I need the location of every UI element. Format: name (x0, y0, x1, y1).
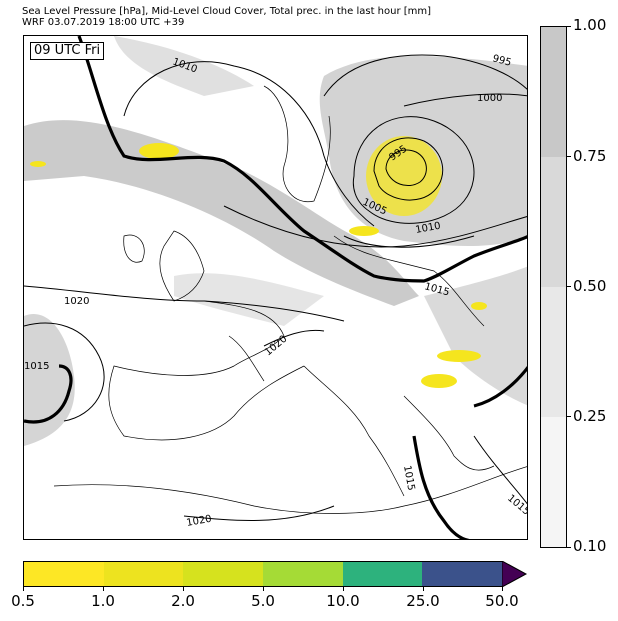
cloud-tick-label: 0.50 (573, 277, 607, 295)
precip-band (103, 562, 184, 586)
isobar-label: 995 (491, 53, 512, 69)
precip-band (263, 562, 343, 586)
cloud-band-4 (541, 417, 566, 547)
cloud-cover-layer (24, 36, 527, 446)
precip-tick-label: 1.0 (91, 592, 115, 610)
thick-isobars (24, 36, 527, 539)
chart-subtitle: WRF 03.07.2019 18:00 UTC +39 (22, 17, 185, 28)
isobar-label: 1015 (505, 493, 528, 518)
precip-tick (502, 587, 503, 591)
cloud-cover-colorbar (540, 26, 567, 548)
cloud-band-1 (541, 27, 566, 157)
isobar-label: 1015 (24, 361, 49, 372)
chart-title: Sea Level Pressure [hPa], Mid-Level Clou… (22, 6, 432, 17)
coastlines (53, 85, 527, 514)
precip-tick-label: 0.5 (11, 592, 35, 610)
cloud-band-3 (541, 287, 566, 417)
isobar-label: 1010 (415, 221, 442, 236)
precip-tick (343, 587, 344, 591)
precip-tick (103, 587, 104, 591)
cloud-tick-label: 0.75 (573, 147, 607, 165)
isobar-label: 1020 (186, 514, 213, 529)
cloud-tick-label: 0.10 (573, 537, 607, 555)
weather-map: 1010 995 1000 995 1005 1010 1015 1020 10… (23, 35, 528, 540)
precip-tick-label: 25.0 (406, 592, 440, 610)
isobar-label: 1015 (401, 465, 416, 492)
map-svg: 1010 995 1000 995 1005 1010 1015 1020 10… (24, 36, 528, 539)
precip-layer (30, 136, 487, 388)
cloud-tick (567, 416, 571, 417)
isobars (24, 54, 527, 521)
cloud-tick (567, 26, 571, 27)
time-label: 09 UTC Fri (30, 42, 105, 60)
precip-colorbar (23, 561, 503, 587)
precip-tick-label: 5.0 (251, 592, 275, 610)
isobar-label: 1020 (263, 334, 290, 359)
precip-band (342, 562, 423, 586)
precip-tick-label: 10.0 (326, 592, 360, 610)
cloud-tick-label: 0.25 (573, 407, 607, 425)
cloud-band-2 (541, 157, 566, 287)
precip-tick (183, 587, 184, 591)
precip-tick (263, 587, 264, 591)
precip-tick-label: 50.0 (485, 592, 519, 610)
isobar-label: 1020 (64, 296, 89, 307)
precip-band (183, 562, 264, 586)
precip-tick (23, 587, 24, 591)
precip-tick (423, 587, 424, 591)
isobar-label: 1000 (477, 93, 502, 104)
cloud-tick (567, 547, 571, 548)
precip-extend-arrow (502, 561, 528, 587)
precip-tick-label: 2.0 (171, 592, 195, 610)
precip-band (422, 562, 503, 586)
precip-band (24, 562, 104, 586)
cloud-tick (567, 286, 571, 287)
cloud-tick-label: 1.00 (573, 16, 607, 34)
cloud-tick (567, 156, 571, 157)
